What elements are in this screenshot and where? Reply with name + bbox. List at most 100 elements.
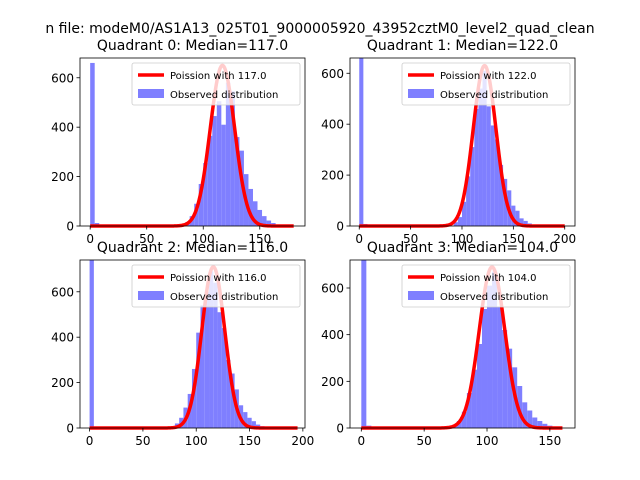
- histogram-bar: [515, 210, 520, 226]
- histogram-bar: [542, 423, 548, 428]
- legend-box: [131, 264, 301, 308]
- histogram-bar: [204, 291, 210, 428]
- histogram-bar: [457, 217, 462, 226]
- histogram-bar: [482, 70, 487, 227]
- x-tick-label: 100: [185, 434, 208, 448]
- histogram-bar: [486, 106, 491, 226]
- x-tick-label: 100: [192, 232, 215, 246]
- histogram-bar: [191, 368, 197, 428]
- x-tick-label: 100: [476, 434, 499, 448]
- histogram-bar: [226, 359, 231, 428]
- histogram-bar: [470, 147, 475, 226]
- subplot-quadrant-1: 0 50 100 150 200 0 200 400 600 Poission with 122.…: [321, 38, 576, 246]
- histogram-bar: [203, 163, 208, 226]
- y-tick-label: 600: [51, 285, 74, 299]
- histogram-bar: [359, 58, 364, 226]
- legend-box: [401, 62, 571, 106]
- y-tick-label: 0: [66, 220, 74, 234]
- x-tick-label: 50: [403, 232, 418, 246]
- histogram-bar: [466, 176, 471, 226]
- histogram-bar: [90, 62, 95, 226]
- axes-frame: [79, 57, 306, 227]
- x-tick-label: 200: [291, 434, 314, 448]
- histogram-bar: [522, 402, 528, 428]
- histogram-bar: [257, 209, 263, 226]
- y-tick-label: 0: [66, 422, 74, 436]
- legend-swatch-observed: [408, 291, 434, 300]
- histogram-bar: [198, 184, 204, 226]
- x-tick-label: 0: [86, 434, 94, 448]
- legend-label-poisson: Poission with 122.0: [440, 71, 536, 82]
- histogram-bar: [207, 135, 213, 226]
- histogram-bar: [507, 348, 513, 428]
- histogram-bar: [196, 332, 201, 428]
- histogram-bar: [453, 222, 458, 226]
- histogram-bar: [234, 137, 240, 226]
- histogram-bar: [251, 421, 256, 428]
- legend-label-observed: Observed distribution: [170, 90, 278, 101]
- legend: Poission with 122.0 Observed distribution: [401, 62, 571, 106]
- subplot-quadrant-3: 0 50 100 150 0 200 400 600 Poission with 104.0 Ob…: [321, 240, 576, 448]
- y-tick-label: 400: [51, 121, 74, 135]
- subplot-title: Quadrant 2: Median=116.0: [97, 240, 288, 256]
- subplot-title: Quadrant 1: Median=122.0: [367, 38, 558, 54]
- histogram-bar: [89, 260, 94, 428]
- histogram-bar: [476, 344, 482, 428]
- x-tick-label: 150: [238, 434, 261, 448]
- histogram-bar: [212, 116, 217, 226]
- legend-label-observed: Observed distribution: [170, 292, 278, 303]
- histogram-bar: [497, 306, 503, 428]
- histogram-bar: [461, 201, 467, 226]
- histogram-bar: [527, 410, 533, 428]
- x-tick-label: 50: [139, 232, 154, 246]
- histogram-bar: [474, 108, 479, 226]
- y-tick-label: 600: [321, 282, 344, 296]
- x-tick-label: 50: [135, 434, 150, 448]
- x-tick-label: 100: [451, 232, 474, 246]
- histogram-bar: [471, 369, 477, 428]
- x-tick-label: 0: [355, 232, 363, 246]
- axes-frame: [79, 259, 306, 429]
- histogram-bar: [456, 421, 462, 428]
- histogram-bar: [221, 124, 226, 226]
- figure-suptitle: n file: modeM0/AS1A13_025T01_9000005920_…: [45, 21, 594, 37]
- histogram-bar: [492, 271, 498, 428]
- subplot-title: Quadrant 0: Median=117.0: [97, 38, 288, 54]
- histogram-bar: [243, 412, 248, 428]
- legend-label-poisson: Poission with 117.0: [170, 71, 266, 82]
- axes-frame: [349, 57, 576, 227]
- histogram-bar: [532, 417, 538, 428]
- x-tick-label: 150: [538, 434, 561, 448]
- histogram-bar: [213, 282, 218, 428]
- legend-label-observed: Observed distribution: [440, 90, 548, 101]
- histogram-bar: [461, 411, 467, 428]
- histogram-bar: [481, 309, 488, 428]
- histogram-bar: [487, 285, 493, 428]
- histogram-bar: [230, 373, 235, 428]
- x-tick-label: 0: [357, 434, 365, 448]
- histogram-bar: [537, 421, 543, 428]
- x-tick-label: 200: [553, 232, 576, 246]
- x-tick-label: 0: [86, 232, 94, 246]
- histogram-bar: [225, 82, 231, 227]
- histogram-bar: [200, 305, 205, 428]
- histogram-bar: [490, 125, 495, 226]
- y-tick-label: 400: [321, 118, 344, 132]
- y-tick-label: 200: [51, 376, 74, 390]
- legend: Poission with 117.0 Observed distribution: [131, 62, 301, 106]
- histogram-bar: [230, 91, 235, 227]
- legend-label-poisson: Poission with 116.0: [170, 273, 266, 284]
- legend-label-observed: Observed distribution: [440, 292, 548, 303]
- y-tick-label: 200: [321, 375, 344, 389]
- histogram-bar: [216, 101, 222, 226]
- y-tick-label: 600: [51, 71, 74, 85]
- histogram-bar: [221, 328, 227, 428]
- histogram-bar: [494, 139, 499, 226]
- y-tick-label: 600: [321, 67, 344, 81]
- x-tick-label: 150: [248, 232, 271, 246]
- subplot-quadrant-2: 0 50 100 150 200 0 200 400 600 Poission with 116.…: [51, 240, 314, 448]
- legend-swatch-observed: [138, 89, 164, 98]
- y-tick-label: 0: [336, 422, 344, 436]
- legend: Poission with 104.0 Observed distribution: [401, 264, 571, 308]
